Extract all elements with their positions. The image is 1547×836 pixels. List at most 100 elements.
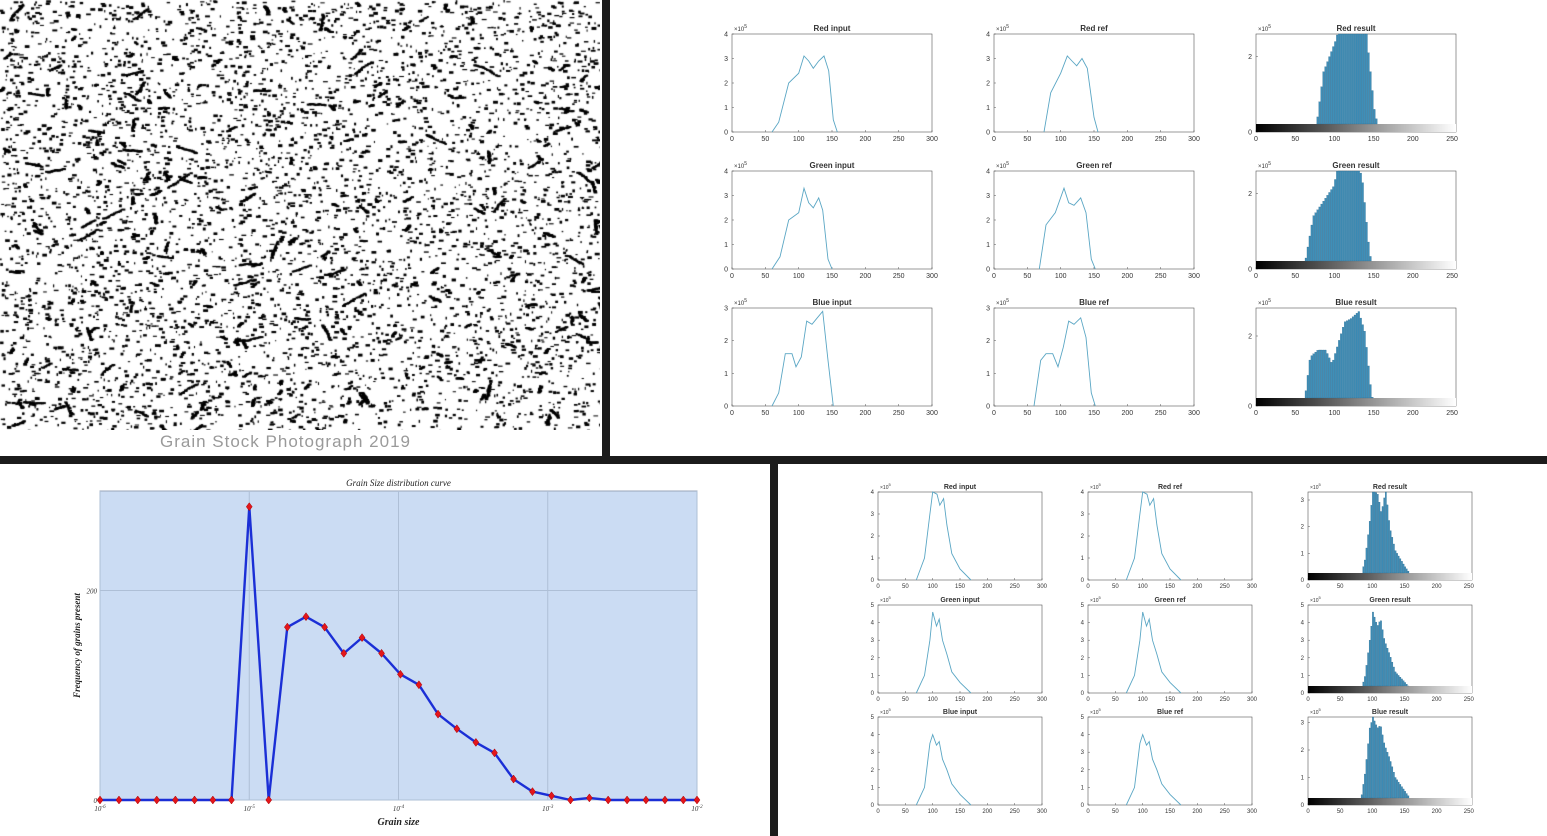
x-tick-label: 50 xyxy=(1023,273,1031,280)
x-tick-label: 50 xyxy=(1112,697,1119,703)
x-tick-label: 150 xyxy=(1088,410,1100,417)
y-tick-label: 1 xyxy=(871,556,875,562)
data-point xyxy=(397,669,404,679)
y-tick-label: 3 xyxy=(1301,638,1305,644)
histogram-bar xyxy=(1369,71,1372,125)
histogram-bar xyxy=(1381,734,1384,799)
histogram-bar xyxy=(1310,355,1313,399)
histogram-bar xyxy=(1346,320,1348,399)
histogram-bar xyxy=(1316,116,1319,125)
histogram-bar xyxy=(1320,349,1323,399)
histogram-bar xyxy=(1361,33,1364,125)
scale-label: ×105 xyxy=(734,24,747,33)
x-tick-label: 200 xyxy=(859,410,871,417)
scale-label: ×105 xyxy=(996,298,1009,307)
plot-frame xyxy=(877,491,1043,581)
histogram-curve xyxy=(915,733,972,806)
histogram-bar xyxy=(1380,511,1382,574)
data-point xyxy=(228,795,235,805)
y-tick-label: 0 xyxy=(1248,130,1252,137)
histogram-bar xyxy=(1393,666,1395,687)
histogram-bar xyxy=(1396,553,1398,574)
x-tick-label: 250 xyxy=(1220,697,1231,703)
x-tick-label: 150 xyxy=(955,697,966,703)
histogram-bar xyxy=(1378,726,1381,799)
x-tick-label: 200 xyxy=(1192,697,1203,703)
x-tick-label: 100 xyxy=(1329,410,1341,417)
x-tick-label: 150 xyxy=(1368,136,1380,143)
plot-frame xyxy=(731,33,933,133)
plot-title: Blue result xyxy=(1372,709,1409,716)
x-tick-label: 250 xyxy=(1446,136,1458,143)
histogram-bar xyxy=(1381,629,1384,687)
x-tick-label: 150 xyxy=(1165,697,1176,703)
colormap-bar xyxy=(1308,798,1472,805)
histogram-bar xyxy=(1320,203,1323,262)
histogram-bar xyxy=(1365,33,1368,125)
y-tick-label: 1 xyxy=(1301,776,1305,782)
x-tick-label: 100 xyxy=(928,584,939,590)
histogram-bar xyxy=(1367,652,1369,687)
histogram-bar xyxy=(1349,33,1352,125)
histogram-curve xyxy=(915,491,972,581)
x-tick-label: 150 xyxy=(955,809,966,815)
scale-label: ×105 xyxy=(1310,707,1321,716)
grain-size-distribution-chart: Grain Size distribution curve Grain size F… xyxy=(72,478,703,828)
data-point xyxy=(491,748,498,758)
histogram-bar xyxy=(1393,772,1395,799)
histogram-curve xyxy=(915,611,972,694)
histogram-bar xyxy=(1328,56,1331,125)
histogram-curve xyxy=(1033,316,1096,407)
histogram-bar xyxy=(1372,611,1374,687)
x-tick-label: 50 xyxy=(761,273,769,280)
histogram-bar xyxy=(1363,33,1366,125)
y-tick-label: 2 xyxy=(1301,525,1305,531)
y-tick-label: 3 xyxy=(724,56,728,63)
y-tick-label: 5 xyxy=(871,603,875,609)
x-tick-label: 200 xyxy=(1192,809,1203,815)
histogram-bar xyxy=(1349,170,1352,262)
x-tick-label: 50 xyxy=(761,136,769,143)
x-tick-label: 50 xyxy=(1023,136,1031,143)
x-tick-label: 150 xyxy=(826,410,838,417)
x-tick-label: 250 xyxy=(1220,809,1231,815)
histogram-bar xyxy=(1386,504,1389,574)
histogram-bar xyxy=(1407,570,1410,574)
x-tick-label: 200 xyxy=(1407,273,1419,280)
scale-label: ×105 xyxy=(996,24,1009,33)
y-axis-label: Frequency of grains present xyxy=(72,593,82,699)
x-tick-label: 0 xyxy=(730,136,734,143)
data-point xyxy=(172,795,179,805)
histogram-bar xyxy=(1371,397,1374,399)
x-tick-label: 0 xyxy=(1306,809,1310,815)
histogram-curve xyxy=(1125,733,1182,806)
plot-frame xyxy=(877,716,1043,806)
histogram-bar xyxy=(1344,33,1347,125)
plot-frame xyxy=(1087,491,1253,581)
histogram-bar xyxy=(1355,313,1358,399)
histogram-bar xyxy=(1367,241,1370,262)
y-tick-label: 1 xyxy=(1081,556,1085,562)
histogram-bar xyxy=(1324,66,1327,125)
histogram-bar xyxy=(1334,41,1337,125)
y-tick-label: 3 xyxy=(871,750,875,756)
histogram-bar xyxy=(1330,362,1333,399)
y-tick-label: 2 xyxy=(1081,534,1085,540)
y-tick-label: 1 xyxy=(1081,673,1085,679)
x-tick-label: 50 xyxy=(902,584,909,590)
data-point xyxy=(96,795,104,805)
x-tick-label: 200 xyxy=(982,584,993,590)
histogram-bar xyxy=(1383,638,1386,687)
plot-title: Blue input xyxy=(812,298,851,307)
histogram-bar xyxy=(1369,384,1372,399)
histogram-bar xyxy=(1368,640,1371,687)
histogram-bar xyxy=(1326,61,1329,125)
data-point xyxy=(134,795,142,805)
histogram-bar xyxy=(1368,521,1371,574)
histogram-bar xyxy=(1357,170,1360,262)
x-tick-label: 100 xyxy=(793,136,805,143)
plot-title: Red ref xyxy=(1158,484,1183,491)
plot-title: Green ref xyxy=(1154,597,1186,604)
histogram-bar xyxy=(1334,179,1337,262)
